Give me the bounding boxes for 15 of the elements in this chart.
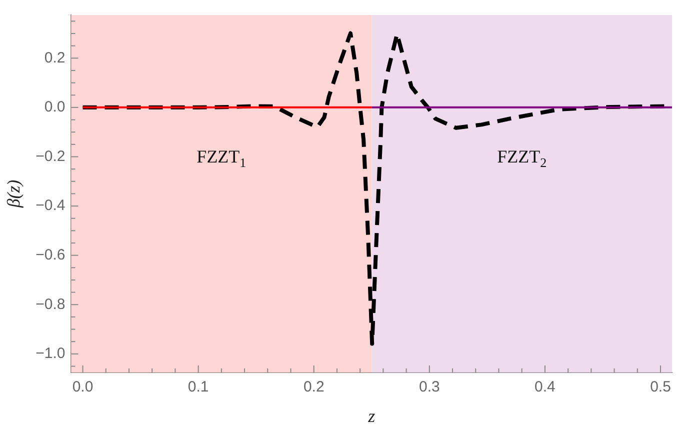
x-tick-label: 0.3 [418, 378, 440, 396]
x-tick-label: 0.4 [534, 378, 556, 396]
x-tick-label: 0.2 [303, 378, 324, 396]
x-tick-label: 0.5 [650, 378, 671, 396]
y-tick-label: 0.2 [44, 49, 66, 66]
x-tick-label: 0.1 [188, 378, 209, 396]
y-tick-label: −0.2 [36, 148, 66, 165]
y-tick-label: −0.8 [36, 296, 66, 313]
y-tick-label: −1.0 [36, 345, 66, 362]
x-axis-title: z [367, 406, 376, 426]
y-axis-title: β(z) [4, 180, 24, 209]
y-tick-label: −0.4 [36, 197, 66, 214]
y-tick-label: 0.0 [44, 98, 66, 116]
y-tick-label: −0.6 [36, 246, 66, 264]
x-tick-label: 0.0 [72, 378, 94, 396]
